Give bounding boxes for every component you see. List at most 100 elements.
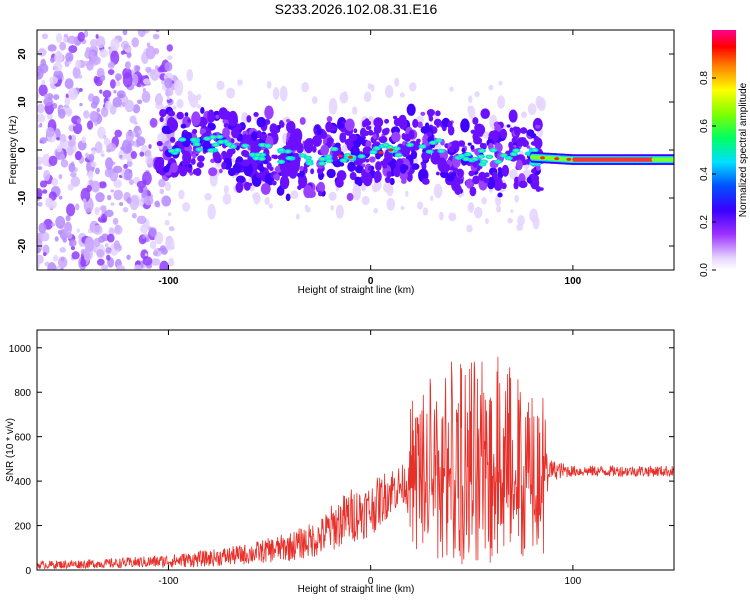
heatmap-noise-cell	[98, 235, 106, 243]
heatmap-noise-cell	[45, 127, 55, 138]
heatmap-signal-cell	[163, 165, 170, 173]
heatmap-signal-cell	[346, 192, 354, 202]
heatmap-signal-cell	[215, 114, 220, 119]
heatmap-noise-cell	[94, 141, 103, 154]
colorbar-tick-label: 0.8	[699, 71, 710, 85]
heatmap-signal-cell	[154, 157, 165, 172]
heatmap-faint-cell	[290, 190, 299, 200]
heatmap-faint-cell	[509, 218, 513, 223]
spectrogram-ytick-label: -20	[17, 238, 28, 253]
heatmap-signal-cell	[231, 127, 240, 139]
heatmap-noise-cell	[109, 79, 116, 89]
heatmap-signal-cell	[170, 162, 179, 173]
heatmap-signal-cell	[506, 124, 511, 128]
heatmap-signal-cell	[361, 120, 367, 128]
heatmap-noise-cell	[164, 219, 170, 226]
heatmap-signal-cell	[535, 124, 541, 129]
spectrogram-ytick-label: 10	[17, 96, 28, 108]
colorbar-tick-label: 0.2	[699, 215, 710, 229]
heatmap-faint-cell	[279, 85, 288, 102]
spectrogram-ytick-label: 20	[17, 48, 28, 60]
heatmap-faint-cell	[204, 193, 212, 201]
heatmap-signal-cell	[200, 106, 205, 114]
heatmap-noise-cell	[159, 245, 167, 252]
heatmap-signal-cell	[472, 117, 479, 125]
snr-xtick-label: -100	[158, 576, 178, 587]
heatmap-noise-cell	[124, 61, 130, 69]
heatmap-signal-cell	[375, 161, 382, 171]
heatmap-noise-cell	[66, 203, 76, 217]
heatmap-hot-cell	[337, 154, 343, 158]
heatmap-noise-cell	[57, 108, 66, 119]
heatmap-signal-cell	[208, 167, 218, 177]
heatmap-noise-cell	[164, 181, 172, 192]
heatmap-strong-core	[532, 148, 537, 152]
heatmap-strong-core	[307, 162, 313, 165]
heatmap-noise-cell	[124, 99, 135, 113]
heatmap-noise-cell	[41, 153, 51, 167]
heatmap-signal-cell	[381, 128, 390, 136]
heatmap-noise-cell	[94, 167, 100, 175]
heatmap-signal-cell	[279, 121, 285, 128]
heatmap-noise-cell	[146, 42, 151, 48]
heatmap-noise-cell	[37, 92, 40, 99]
heatmap-strong-core	[332, 147, 337, 151]
heatmap-signal-cell	[241, 149, 249, 157]
heatmap-noise-cell	[158, 178, 166, 188]
heatmap-signal-cell	[447, 120, 453, 129]
heatmap-faint-cell	[520, 111, 527, 119]
heatmap-noise-cell	[91, 56, 101, 65]
heatmap-noise-cell	[106, 254, 111, 261]
heatmap-faint-cell	[252, 192, 260, 200]
snr-series-line	[37, 356, 674, 570]
snr-ytick-label: 800	[14, 388, 31, 399]
heatmap-noise-cell	[167, 212, 172, 217]
heatmap-noise-cell	[159, 64, 166, 73]
heatmap-noise-cell	[96, 35, 106, 49]
heatmap-noise-cell	[49, 57, 56, 63]
heatmap-noise-cell	[126, 51, 132, 58]
heatmap-strong-core	[478, 155, 484, 158]
heatmap-faint-cell	[196, 104, 201, 109]
heatmap-noise-cell	[122, 30, 128, 36]
heatmap-noise-cell	[136, 136, 146, 147]
snr-ytick-label: 0	[25, 566, 31, 577]
heatmap-faint-cell	[328, 97, 338, 115]
heatmap-noise-cell	[123, 43, 129, 50]
heatmap-strong-core	[472, 157, 477, 161]
heatmap-noise-cell	[52, 254, 59, 262]
heatmap-strong-core	[278, 160, 284, 163]
heatmap-noise-cell	[66, 35, 77, 45]
heatmap-noise-cell	[113, 90, 117, 94]
heatmap-noise-cell	[137, 30, 146, 38]
heatmap-strong-core	[204, 137, 210, 140]
heatmap-faint-cell	[216, 80, 225, 91]
chart-title: S233.2026.102.08.31.E16	[275, 1, 438, 17]
heatmap-signal-cell	[286, 120, 296, 134]
heatmap-strong-core	[487, 155, 492, 159]
heatmap-signal-cell	[222, 127, 230, 138]
heatmap-faint-cell	[373, 207, 379, 214]
heatmap-noise-cell	[106, 148, 111, 153]
heatmap-noise-cell	[136, 215, 147, 225]
heatmap-signal-cell	[497, 170, 504, 180]
snr-xtick-label: 0	[368, 576, 374, 587]
colorbar-label: Normalized spectral amplitude	[738, 82, 749, 217]
heatmap-noise-cell	[139, 151, 145, 157]
heatmap-noise-cell	[37, 160, 42, 166]
heatmap-noise-cell	[81, 136, 87, 144]
heatmap-noise-cell	[100, 153, 105, 157]
heatmap-signal-cell	[299, 165, 304, 172]
heatmap-noise-cell	[39, 122, 43, 128]
heatmap-strong-core	[254, 157, 259, 160]
heatmap-signal-cell	[279, 175, 290, 190]
heatmap-signal-cell	[316, 181, 326, 193]
heatmap-hot-cell	[347, 155, 353, 159]
heatmap-strong-core	[427, 150, 432, 153]
heatmap-signal-cell	[384, 176, 391, 184]
heatmap-strong-core	[371, 150, 376, 154]
heatmap-noise-cell	[64, 97, 71, 106]
heatmap-noise-cell	[64, 78, 74, 90]
heatmap-signal-cell	[460, 118, 470, 133]
